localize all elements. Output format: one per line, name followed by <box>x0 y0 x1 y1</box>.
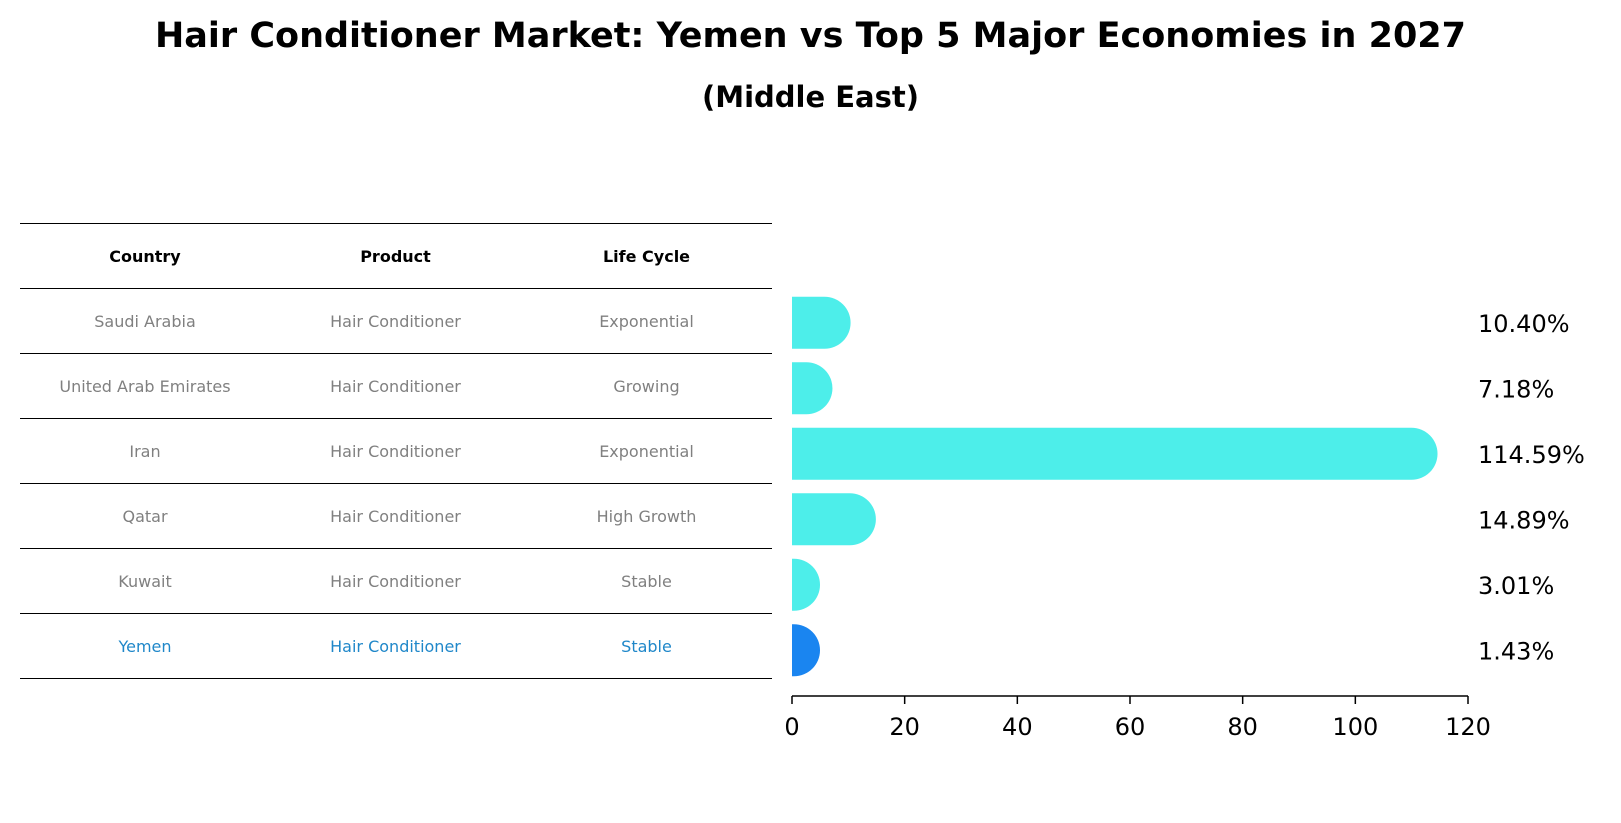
life-cycle-cell: Exponential <box>521 418 772 484</box>
product-cell: Hair Conditioner <box>270 548 521 614</box>
bar-united-arab-emirates <box>792 362 833 415</box>
market-table: Country Product Life Cycle Saudi Arabia … <box>20 223 772 679</box>
table-row: United Arab Emirates Hair Conditioner Gr… <box>20 353 772 419</box>
value-label: 7.18% <box>1478 375 1554 403</box>
table-header-row: Country Product Life Cycle <box>20 223 772 289</box>
value-label: 114.59% <box>1478 441 1585 469</box>
life-cycle-cell: High Growth <box>521 483 772 549</box>
table-row: Saudi Arabia Hair Conditioner Exponentia… <box>20 288 772 354</box>
x-tick-label: 0 <box>784 713 799 741</box>
table-row: Kuwait Hair Conditioner Stable <box>20 548 772 614</box>
life-cycle-cell: Stable <box>521 613 772 679</box>
x-tick-label: 80 <box>1227 713 1258 741</box>
bar-kuwait <box>792 558 821 611</box>
value-label: 14.89% <box>1478 506 1570 534</box>
country-cell: Yemen <box>20 613 270 679</box>
table-row: Qatar Hair Conditioner High Growth <box>20 483 772 549</box>
bar-qatar <box>792 493 876 546</box>
product-cell: Hair Conditioner <box>270 288 521 354</box>
country-cell: Saudi Arabia <box>20 288 270 354</box>
country-cell: Qatar <box>20 483 270 549</box>
x-tick-label: 20 <box>889 713 920 741</box>
product-cell: Hair Conditioner <box>270 483 521 549</box>
country-cell: United Arab Emirates <box>20 353 270 419</box>
x-tick-label: 120 <box>1445 713 1491 741</box>
life-cycle-cell: Exponential <box>521 288 772 354</box>
chart-subtitle: (Middle East) <box>701 80 920 114</box>
column-header-life-cycle: Life Cycle <box>521 223 772 289</box>
value-label: 1.43% <box>1478 637 1554 665</box>
country-cell: Iran <box>20 418 270 484</box>
product-cell: Hair Conditioner <box>270 613 521 679</box>
x-tick-label: 60 <box>1115 713 1146 741</box>
column-header-product: Product <box>270 223 521 289</box>
life-cycle-cell: Growing <box>521 353 772 419</box>
value-label: 3.01% <box>1478 572 1554 600</box>
x-tick-label: 40 <box>1002 713 1033 741</box>
bar-iran <box>792 427 1438 480</box>
x-tick-label: 100 <box>1332 713 1378 741</box>
chart-title: Hair Conditioner Market: Yemen vs Top 5 … <box>154 16 1466 56</box>
bar-saudi-arabia <box>792 296 851 349</box>
product-cell: Hair Conditioner <box>270 418 521 484</box>
life-cycle-cell: Stable <box>521 548 772 614</box>
column-header-country: Country <box>20 223 270 289</box>
value-label: 10.40% <box>1478 310 1570 338</box>
table-row: Iran Hair Conditioner Exponential <box>20 418 772 484</box>
product-cell: Hair Conditioner <box>270 353 521 419</box>
bar-yemen <box>792 624 821 677</box>
country-cell: Kuwait <box>20 548 270 614</box>
table-row-highlighted: Yemen Hair Conditioner Stable <box>20 613 772 679</box>
